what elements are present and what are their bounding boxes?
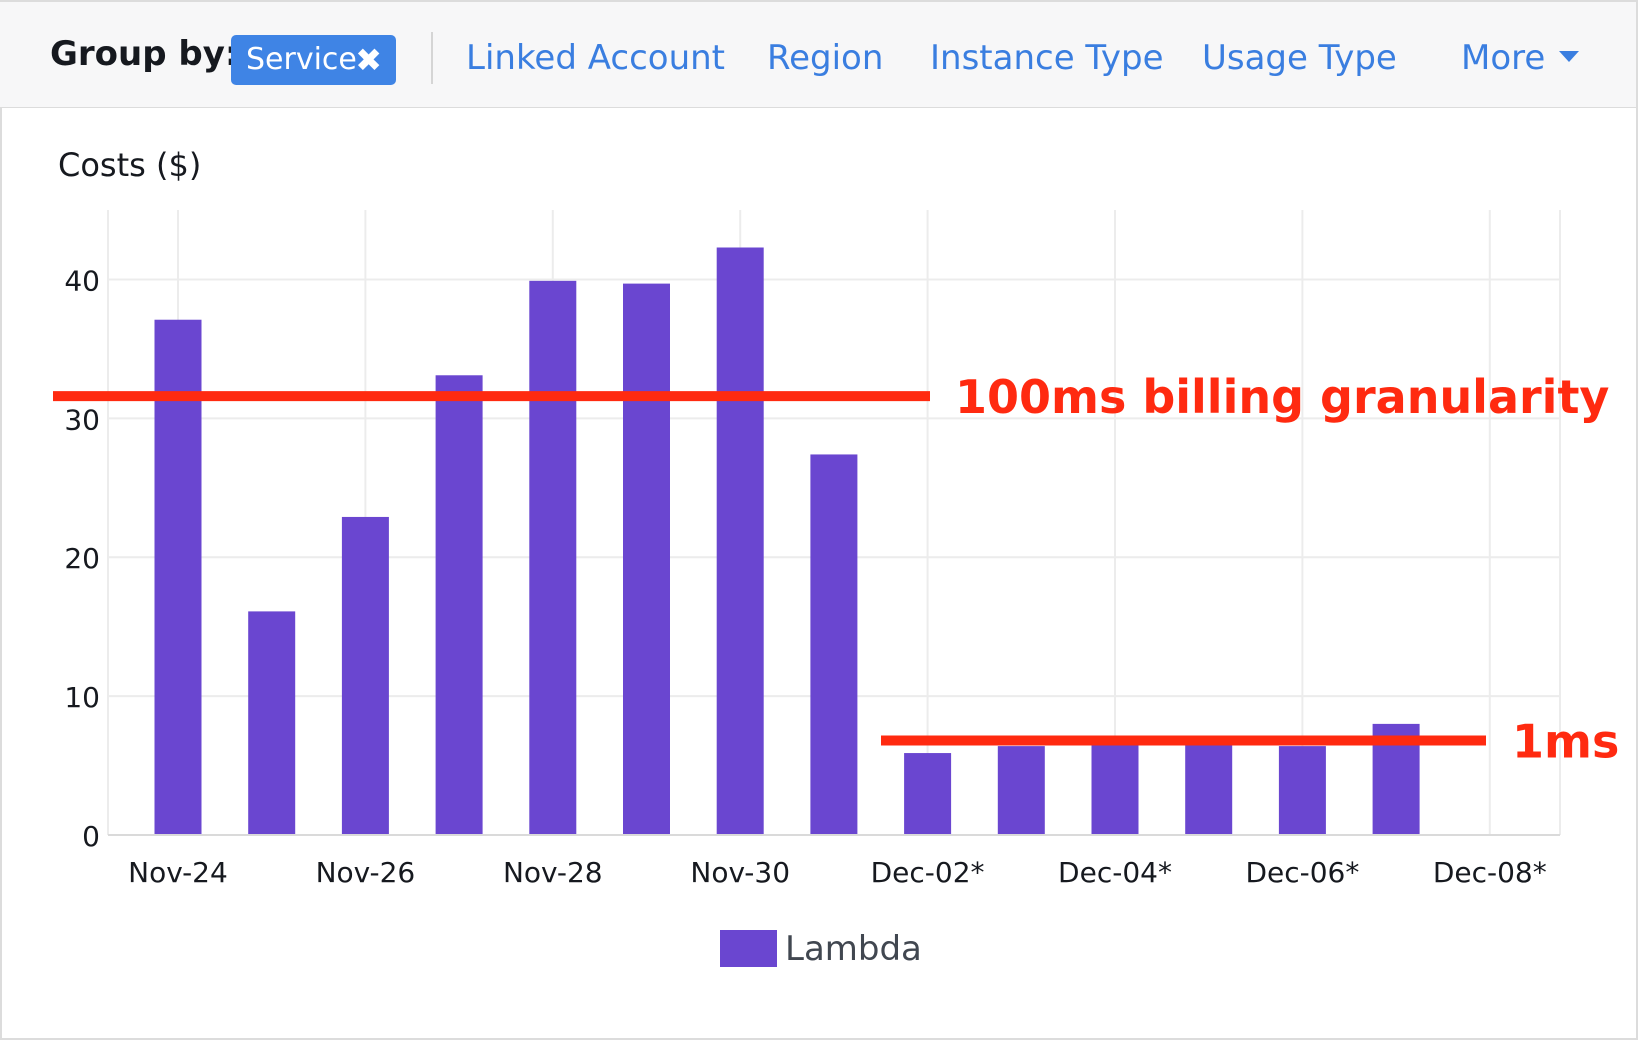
close-icon[interactable]: ✖ [355, 41, 382, 79]
group-by-divider [431, 32, 433, 84]
group-by-label: Group by: [50, 34, 239, 74]
group-by-instance-type[interactable]: Instance Type [930, 38, 1164, 78]
group-by-region[interactable]: Region [767, 38, 884, 78]
group-by-bar: Group by: Service ✖ Linked Account Regio… [0, 0, 1638, 108]
group-by-usage-type[interactable]: Usage Type [1202, 38, 1397, 78]
group-by-linked-account[interactable]: Linked Account [466, 38, 726, 78]
service-filter-chip[interactable]: Service ✖ [231, 35, 396, 85]
service-chip-label: Service [246, 42, 357, 77]
more-dropdown[interactable]: More [1461, 38, 1580, 78]
chart-panel [0, 107, 1638, 1040]
more-label: More [1461, 38, 1546, 78]
caret-down-icon [1559, 51, 1580, 62]
